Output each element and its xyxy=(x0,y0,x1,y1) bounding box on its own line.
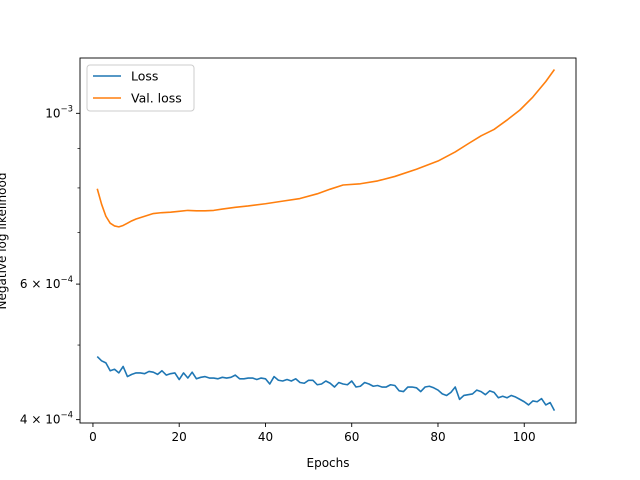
x-tick-label: 40 xyxy=(258,430,273,444)
legend-label-val-loss: Val. loss xyxy=(131,91,182,106)
series-line-loss xyxy=(96,356,556,411)
y-axis-title: Negative log likelihood xyxy=(0,173,9,310)
x-tick-label: 80 xyxy=(430,430,445,444)
x-axis: 0 20 40 60 80 100 xyxy=(89,423,536,444)
y-tick-label: 6 × 10−4 xyxy=(20,275,73,291)
x-axis-title: Epochs xyxy=(307,456,350,470)
legend-label-loss: Loss xyxy=(131,69,158,84)
x-tick-label: 60 xyxy=(344,430,359,444)
plot-area xyxy=(96,69,556,411)
y-tick-label: 4 × 10−4 xyxy=(20,411,73,427)
axes-frame xyxy=(79,57,577,424)
series-line-val-loss xyxy=(96,69,556,228)
x-tick-label: 0 xyxy=(89,430,97,444)
x-tick-label: 20 xyxy=(172,430,187,444)
legend: Loss Val. loss xyxy=(86,64,195,112)
x-tick-label: 100 xyxy=(513,430,536,444)
